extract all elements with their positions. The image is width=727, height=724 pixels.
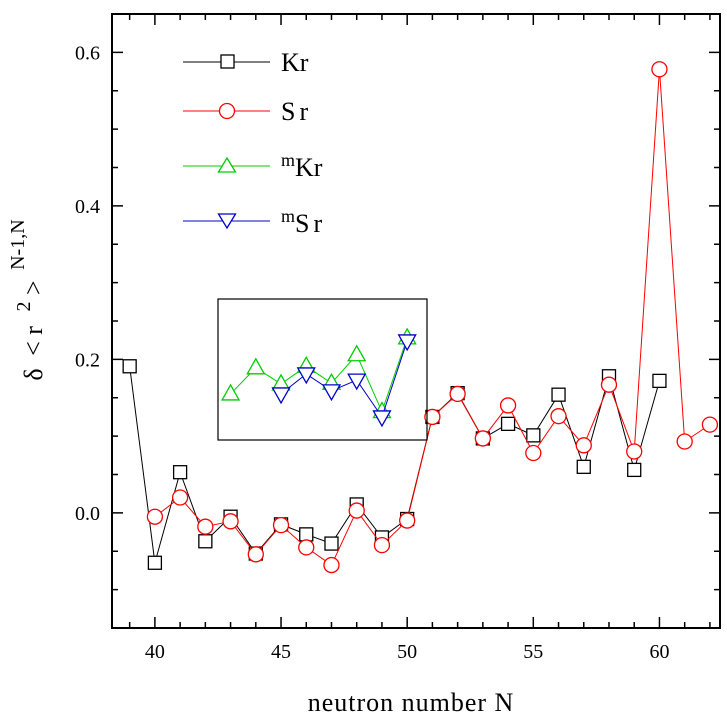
legend-entry-kr: Kr bbox=[183, 48, 309, 77]
data-point bbox=[527, 429, 540, 442]
y-tick-label: 0.2 bbox=[75, 349, 100, 371]
legend-label-msr: mSr bbox=[281, 206, 326, 238]
data-point bbox=[374, 538, 389, 553]
x-tick-label: 40 bbox=[145, 641, 165, 663]
y-tick-label: 0.0 bbox=[75, 503, 100, 525]
data-point bbox=[325, 537, 338, 550]
data-point bbox=[526, 446, 541, 461]
data-point bbox=[199, 535, 212, 548]
data-point bbox=[577, 460, 590, 473]
legend-entry-mkr: mKr bbox=[183, 150, 323, 182]
data-point bbox=[173, 490, 188, 505]
data-point bbox=[576, 438, 591, 453]
data-point bbox=[502, 417, 515, 430]
data-point bbox=[198, 519, 213, 534]
plot-area bbox=[123, 62, 717, 573]
series-line bbox=[231, 338, 408, 412]
data-point bbox=[147, 509, 162, 524]
data-point bbox=[627, 444, 642, 459]
data-point bbox=[551, 409, 566, 424]
data-point bbox=[298, 368, 315, 383]
series-msr bbox=[273, 335, 416, 426]
y-tick-label: 0.6 bbox=[75, 42, 100, 64]
data-point bbox=[348, 374, 365, 389]
legend-entry-sr: Sr bbox=[183, 97, 312, 126]
data-point bbox=[501, 398, 516, 413]
x-tick-label: 60 bbox=[649, 641, 669, 663]
x-tick-label: 50 bbox=[397, 641, 417, 663]
legend-marker-kr bbox=[221, 55, 234, 68]
x-axis-title: neutron number N bbox=[308, 688, 515, 717]
data-point bbox=[349, 503, 364, 518]
axes: 40 45 50 55 60 0.0 0.2 0.4 0.6 bbox=[75, 14, 720, 663]
series-sr bbox=[147, 62, 717, 573]
legend-marker-sr bbox=[220, 104, 235, 119]
data-point bbox=[601, 377, 616, 392]
data-point bbox=[248, 547, 263, 562]
legend-label-kr: Kr bbox=[281, 48, 309, 77]
data-point bbox=[174, 466, 187, 479]
data-point bbox=[702, 417, 717, 432]
series-kr bbox=[123, 360, 666, 569]
data-point bbox=[274, 518, 289, 533]
data-point bbox=[323, 385, 340, 400]
data-point bbox=[677, 434, 692, 449]
data-point bbox=[300, 528, 313, 541]
data-point bbox=[552, 388, 565, 401]
legend-label-mkr: mKr bbox=[281, 150, 323, 182]
legend-marker-mkr bbox=[219, 158, 236, 172]
data-point bbox=[450, 386, 465, 401]
series-line bbox=[155, 69, 710, 565]
data-point bbox=[273, 388, 290, 403]
data-point bbox=[653, 374, 666, 387]
data-point bbox=[148, 556, 161, 569]
data-point bbox=[247, 359, 264, 374]
y-axis-title: δ < r 2 > N-1,N bbox=[7, 219, 48, 380]
data-point bbox=[123, 360, 136, 373]
data-point bbox=[324, 558, 339, 573]
data-point bbox=[373, 411, 390, 426]
data-point bbox=[348, 346, 365, 361]
data-point bbox=[628, 463, 641, 476]
legend-entry-msr: mSr bbox=[183, 206, 326, 238]
x-tick-label: 55 bbox=[523, 641, 543, 663]
series-line bbox=[281, 341, 407, 417]
legend: Kr Sr mKr mSr bbox=[183, 48, 326, 238]
data-point bbox=[652, 62, 667, 77]
data-point bbox=[299, 540, 314, 555]
y-tick-label: 0.4 bbox=[75, 196, 100, 218]
x-tick-label: 45 bbox=[271, 641, 291, 663]
data-point bbox=[475, 431, 490, 446]
legend-label-sr: Sr bbox=[281, 97, 312, 126]
data-point bbox=[400, 513, 415, 528]
data-point bbox=[223, 514, 238, 529]
